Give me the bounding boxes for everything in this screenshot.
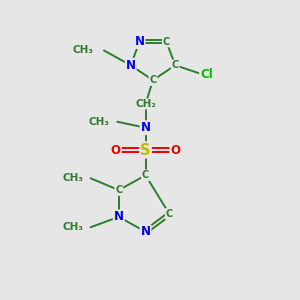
Text: S: S	[140, 142, 151, 158]
Text: C: C	[115, 185, 122, 195]
Text: N: N	[140, 121, 151, 134]
Text: O: O	[111, 143, 121, 157]
Text: C: C	[166, 209, 173, 219]
Text: N: N	[126, 59, 136, 72]
Text: C: C	[149, 75, 157, 85]
Text: Cl: Cl	[200, 68, 213, 81]
Text: C: C	[142, 170, 149, 180]
Text: C: C	[163, 37, 170, 46]
Text: N: N	[140, 225, 151, 238]
Text: CH₃: CH₃	[89, 117, 110, 127]
Text: N: N	[135, 35, 145, 48]
Text: N: N	[114, 210, 124, 224]
Text: CH₃: CH₃	[62, 173, 83, 183]
Text: CH₃: CH₃	[73, 45, 94, 56]
Text: O: O	[170, 143, 180, 157]
Text: C: C	[172, 60, 179, 70]
Text: CH₃: CH₃	[62, 222, 83, 232]
Text: CH₂: CH₂	[136, 99, 157, 109]
